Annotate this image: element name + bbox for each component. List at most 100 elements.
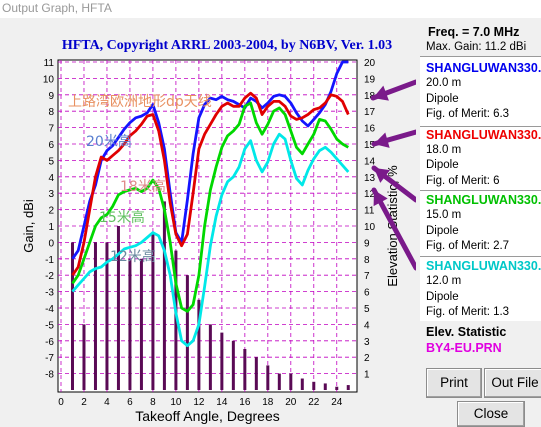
- y2-tick-label: 2: [364, 353, 370, 364]
- y2-tick-label: 19: [364, 74, 376, 85]
- elevation-statistic-title: Elev. Statistic: [426, 325, 507, 339]
- y-tick-label: -1: [45, 255, 54, 266]
- elevation-bar: [93, 242, 97, 390]
- y2-tick-label: 4: [364, 320, 370, 331]
- series-label: 12米高: [110, 248, 156, 265]
- elevation-bar: [197, 299, 201, 390]
- legend-figure-of-merit: Fig. of Merit: 6.3: [426, 108, 510, 120]
- legend-file: SHANGLUWAN330.PRN: [426, 128, 541, 142]
- y2-tick-label: 6: [364, 288, 370, 299]
- x-axis-label: Takeoff Angle, Degrees: [135, 408, 280, 424]
- elevation-bar: [174, 250, 178, 390]
- window-titlebar: Output Graph, HFTA: [0, 0, 541, 18]
- x-tick-label: 18: [262, 397, 274, 408]
- series-label: 20米高: [86, 133, 132, 150]
- elevation-bar: [289, 373, 293, 390]
- y2-tick-label: 12: [364, 189, 376, 200]
- x-tick-label: 4: [104, 397, 110, 408]
- x-tick-label: 14: [216, 397, 228, 408]
- max-gain-label: Max. Gain: 11.2 dBi: [426, 41, 527, 53]
- legend-antenna-type: Dipole: [426, 93, 459, 105]
- y2-tick-label: 13: [364, 173, 376, 184]
- chart-annotation: 上路湾欧洲地形dp天线: [68, 93, 212, 110]
- elevation-bar: [162, 201, 166, 390]
- y2-tick-label: 11: [364, 206, 375, 217]
- elevation-bar: [243, 349, 247, 390]
- chart-title: HFTA, Copyright ARRL 2003-2004, by N6BV,…: [62, 38, 392, 53]
- y-tick-label: -6: [45, 337, 54, 348]
- x-tick-label: 20: [285, 397, 297, 408]
- y2-tick-label: 10: [364, 222, 376, 233]
- legend-height: 12.0 m: [426, 275, 462, 287]
- y-tick-label: 11: [44, 58, 55, 69]
- y2-tick-label: 14: [364, 156, 376, 167]
- elevation-statistic-file: BY4-EU.PRN: [426, 341, 502, 355]
- y-tick-label: -7: [45, 353, 54, 364]
- out-file-button[interactable]: Out File: [484, 368, 541, 398]
- gain-series-line: [71, 91, 350, 276]
- elevation-bar: [266, 365, 270, 390]
- y2-tick-label: 7: [364, 271, 370, 282]
- y2-tick-label: 18: [364, 91, 376, 102]
- legend-entry-18m[interactable]: SHANGLUWAN330.PRN 18.0 m Dipole Fig. of …: [420, 126, 541, 191]
- elevation-bar: [231, 340, 235, 390]
- pointer-arrow: [371, 187, 416, 271]
- y-tick-label: 4: [48, 173, 54, 184]
- elevation-bar: [277, 373, 281, 390]
- elevation-bar: [323, 383, 327, 390]
- legend-file: SHANGLUWAN330.PRN: [426, 193, 541, 207]
- x-tick-label: 2: [81, 397, 87, 408]
- pointer-arrow-head: [373, 190, 388, 207]
- window-title: Output Graph, HFTA: [2, 1, 112, 15]
- x-tick-label: 10: [170, 397, 182, 408]
- x-tick-label: 22: [308, 397, 320, 408]
- gain-series-line: [71, 101, 349, 313]
- print-button[interactable]: Print: [426, 368, 482, 398]
- elevation-bar: [139, 258, 143, 390]
- y-tick-label: 8: [48, 107, 54, 118]
- y2-tick-label: 5: [364, 304, 370, 315]
- y-axis-label: Gain, dBi: [21, 199, 36, 253]
- elevation-bar: [105, 242, 109, 390]
- elevation-bar: [128, 258, 132, 390]
- y-tick-label: -3: [45, 288, 54, 299]
- y2-tick-label: 9: [364, 238, 370, 249]
- legend-entry-15m[interactable]: SHANGLUWAN330.PRN 15.0 m Dipole Fig. of …: [420, 190, 541, 257]
- x-tick-label: 12: [193, 397, 205, 408]
- y-tick-label: 5: [48, 156, 54, 167]
- y-tick-label: -4: [45, 304, 54, 315]
- pointer-arrow-head: [374, 132, 390, 148]
- legend-antenna-type: Dipole: [426, 225, 459, 237]
- elevation-bar: [312, 381, 316, 390]
- elevation-bar: [116, 226, 120, 390]
- y2-tick-label: 17: [364, 107, 376, 118]
- y2-tick-label: 1: [364, 370, 370, 381]
- series-label: 15米高: [99, 209, 145, 226]
- y2-tick-label: 20: [364, 58, 376, 69]
- gain-chart: -8-7-6-5-4-3-2-1012345678910111234567891…: [21, 38, 416, 424]
- elevation-bar: [208, 324, 212, 390]
- elevation-bar: [254, 357, 258, 390]
- legend-entry-20m[interactable]: SHANGLUWAN330.PRN 20.0 m Dipole Fig. of …: [420, 56, 541, 129]
- y-tick-label: -8: [45, 370, 54, 381]
- pointer-arrow-head: [373, 85, 389, 101]
- y2-tick-label: 8: [364, 255, 370, 266]
- elevation-bar: [185, 275, 189, 390]
- gain-series-line: [71, 132, 350, 348]
- y-tick-label: 7: [48, 124, 54, 135]
- y-tick-label: 1: [48, 222, 54, 233]
- y-tick-label: -5: [45, 320, 54, 331]
- plot-panel: -8 -7 -6 -5 -4 -3 -2 -1 0 1 2 3 4 5 6 7 8 9 10 11 1 2 3 4 5 6 7 8 9 1…: [2, 18, 416, 425]
- x-tick-label: 8: [150, 397, 156, 408]
- elevation-bar: [300, 378, 304, 390]
- series-label: 18米高: [120, 178, 166, 195]
- close-button[interactable]: Close: [457, 401, 525, 427]
- legend-file: SHANGLUWAN330.PRN: [426, 61, 541, 75]
- elevation-bar: [70, 242, 74, 390]
- elevation-bar: [220, 332, 224, 390]
- x-tick-label: 24: [331, 397, 343, 408]
- elevation-bar: [335, 386, 339, 390]
- legend-entry-12m[interactable]: SHANGLUWAN330.PRN 12.0 m Dipole Fig. of …: [420, 256, 541, 321]
- legend-figure-of-merit: Fig. of Merit: 6: [426, 175, 500, 187]
- y-tick-label: 9: [48, 91, 54, 102]
